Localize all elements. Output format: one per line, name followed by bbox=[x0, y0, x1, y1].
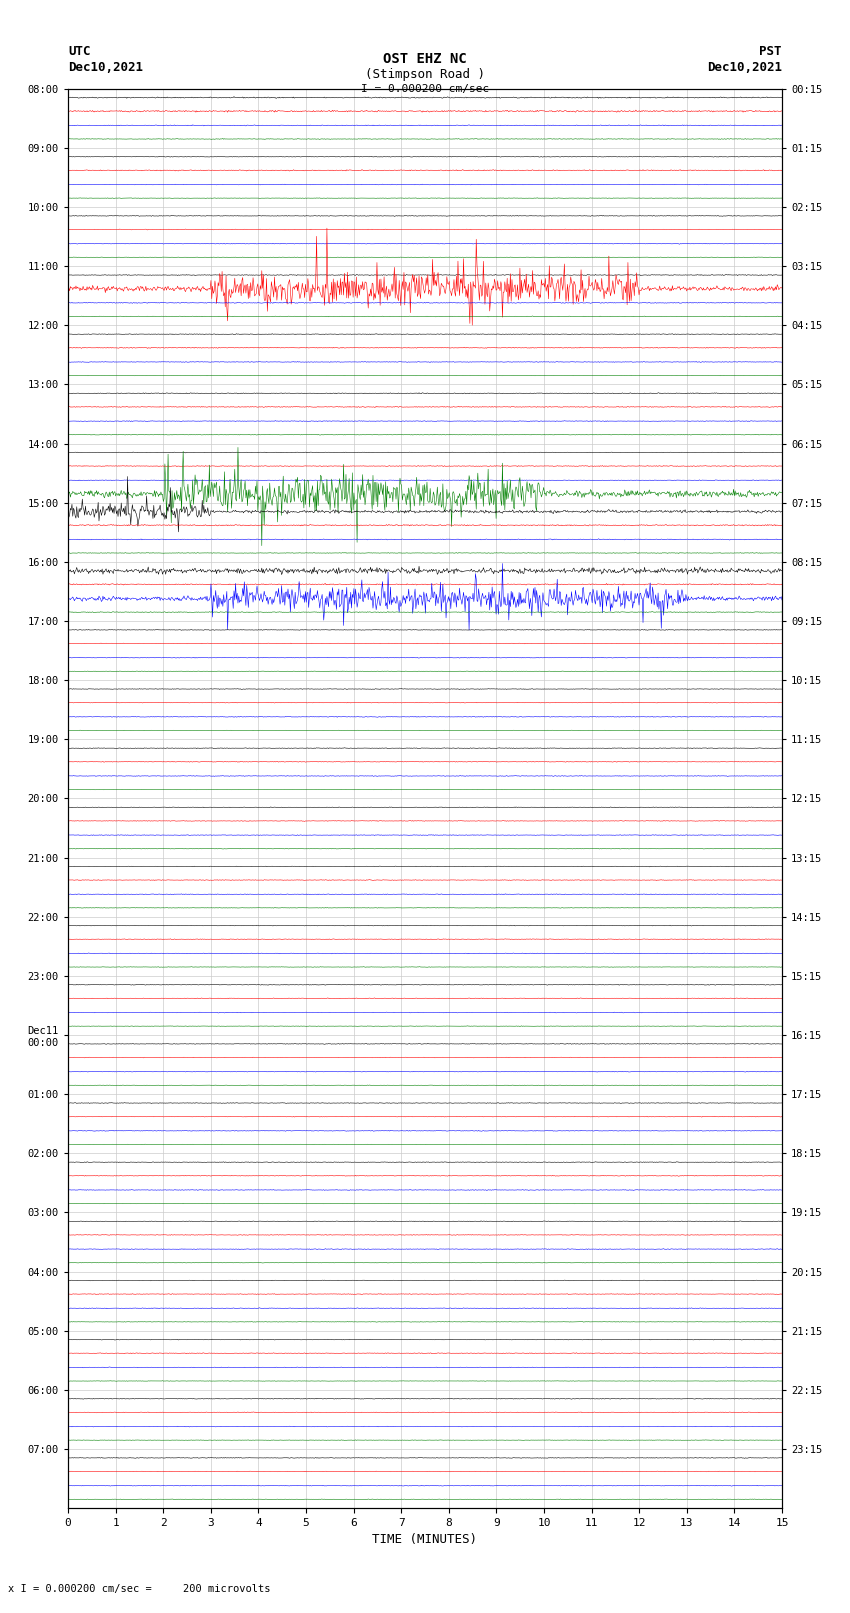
X-axis label: TIME (MINUTES): TIME (MINUTES) bbox=[372, 1534, 478, 1547]
Text: PST: PST bbox=[760, 45, 782, 58]
Text: I = 0.000200 cm/sec: I = 0.000200 cm/sec bbox=[361, 84, 489, 94]
Text: Dec10,2021: Dec10,2021 bbox=[707, 61, 782, 74]
Text: Dec10,2021: Dec10,2021 bbox=[68, 61, 143, 74]
Text: OST EHZ NC: OST EHZ NC bbox=[383, 52, 467, 66]
Text: x I = 0.000200 cm/sec =     200 microvolts: x I = 0.000200 cm/sec = 200 microvolts bbox=[8, 1584, 271, 1594]
Text: UTC: UTC bbox=[68, 45, 90, 58]
Text: (Stimpson Road ): (Stimpson Road ) bbox=[365, 68, 485, 81]
